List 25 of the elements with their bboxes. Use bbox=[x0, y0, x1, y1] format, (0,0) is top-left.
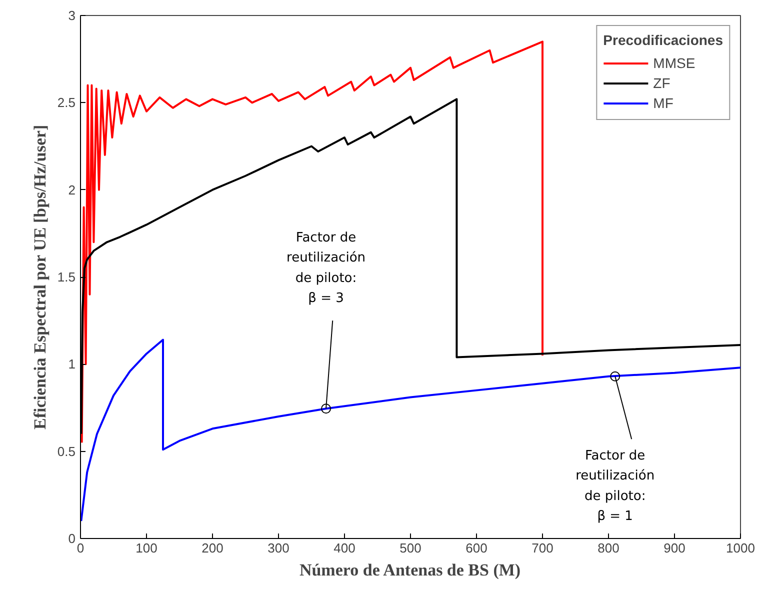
x-tick-label: 900 bbox=[664, 540, 686, 556]
x-tick-label: 800 bbox=[598, 540, 620, 556]
x-tick-label: 100 bbox=[136, 540, 158, 556]
annotation: Factor de reutilización de piloto: β = 3 bbox=[286, 230, 366, 306]
x-tick-label: 600 bbox=[466, 540, 488, 556]
legend-label: MMSE bbox=[653, 55, 696, 71]
x-tick-label: 200 bbox=[202, 540, 224, 556]
legend-title: Precodificaciones bbox=[603, 32, 723, 48]
x-axis-title: Número de Antenas de BS (M) bbox=[299, 560, 521, 580]
x-tick-label: 300 bbox=[268, 540, 290, 556]
y-tick-label: 0 bbox=[68, 531, 76, 546]
x-tick-label: 500 bbox=[400, 540, 422, 556]
y-tick-label: 0.5 bbox=[57, 444, 76, 459]
legend-label: MF bbox=[653, 95, 674, 111]
x-tick-label: 400 bbox=[334, 540, 356, 556]
y-tick-label: 2.5 bbox=[57, 95, 76, 110]
legend-label: ZF bbox=[653, 75, 672, 91]
y-axis-title: Eficiencia Espectral por UE [bps/Hz/user] bbox=[30, 124, 50, 430]
x-tick-label: 1000 bbox=[726, 540, 755, 556]
y-tick-label: 1 bbox=[68, 356, 76, 372]
annotation: Factor de reutilización de piloto: β = 1 bbox=[576, 448, 655, 524]
y-tick-label: 2 bbox=[68, 182, 76, 198]
x-tick-label: 700 bbox=[532, 540, 554, 556]
y-tick-label: 3 bbox=[68, 8, 76, 23]
y-tick-label: 1.5 bbox=[57, 270, 76, 284]
